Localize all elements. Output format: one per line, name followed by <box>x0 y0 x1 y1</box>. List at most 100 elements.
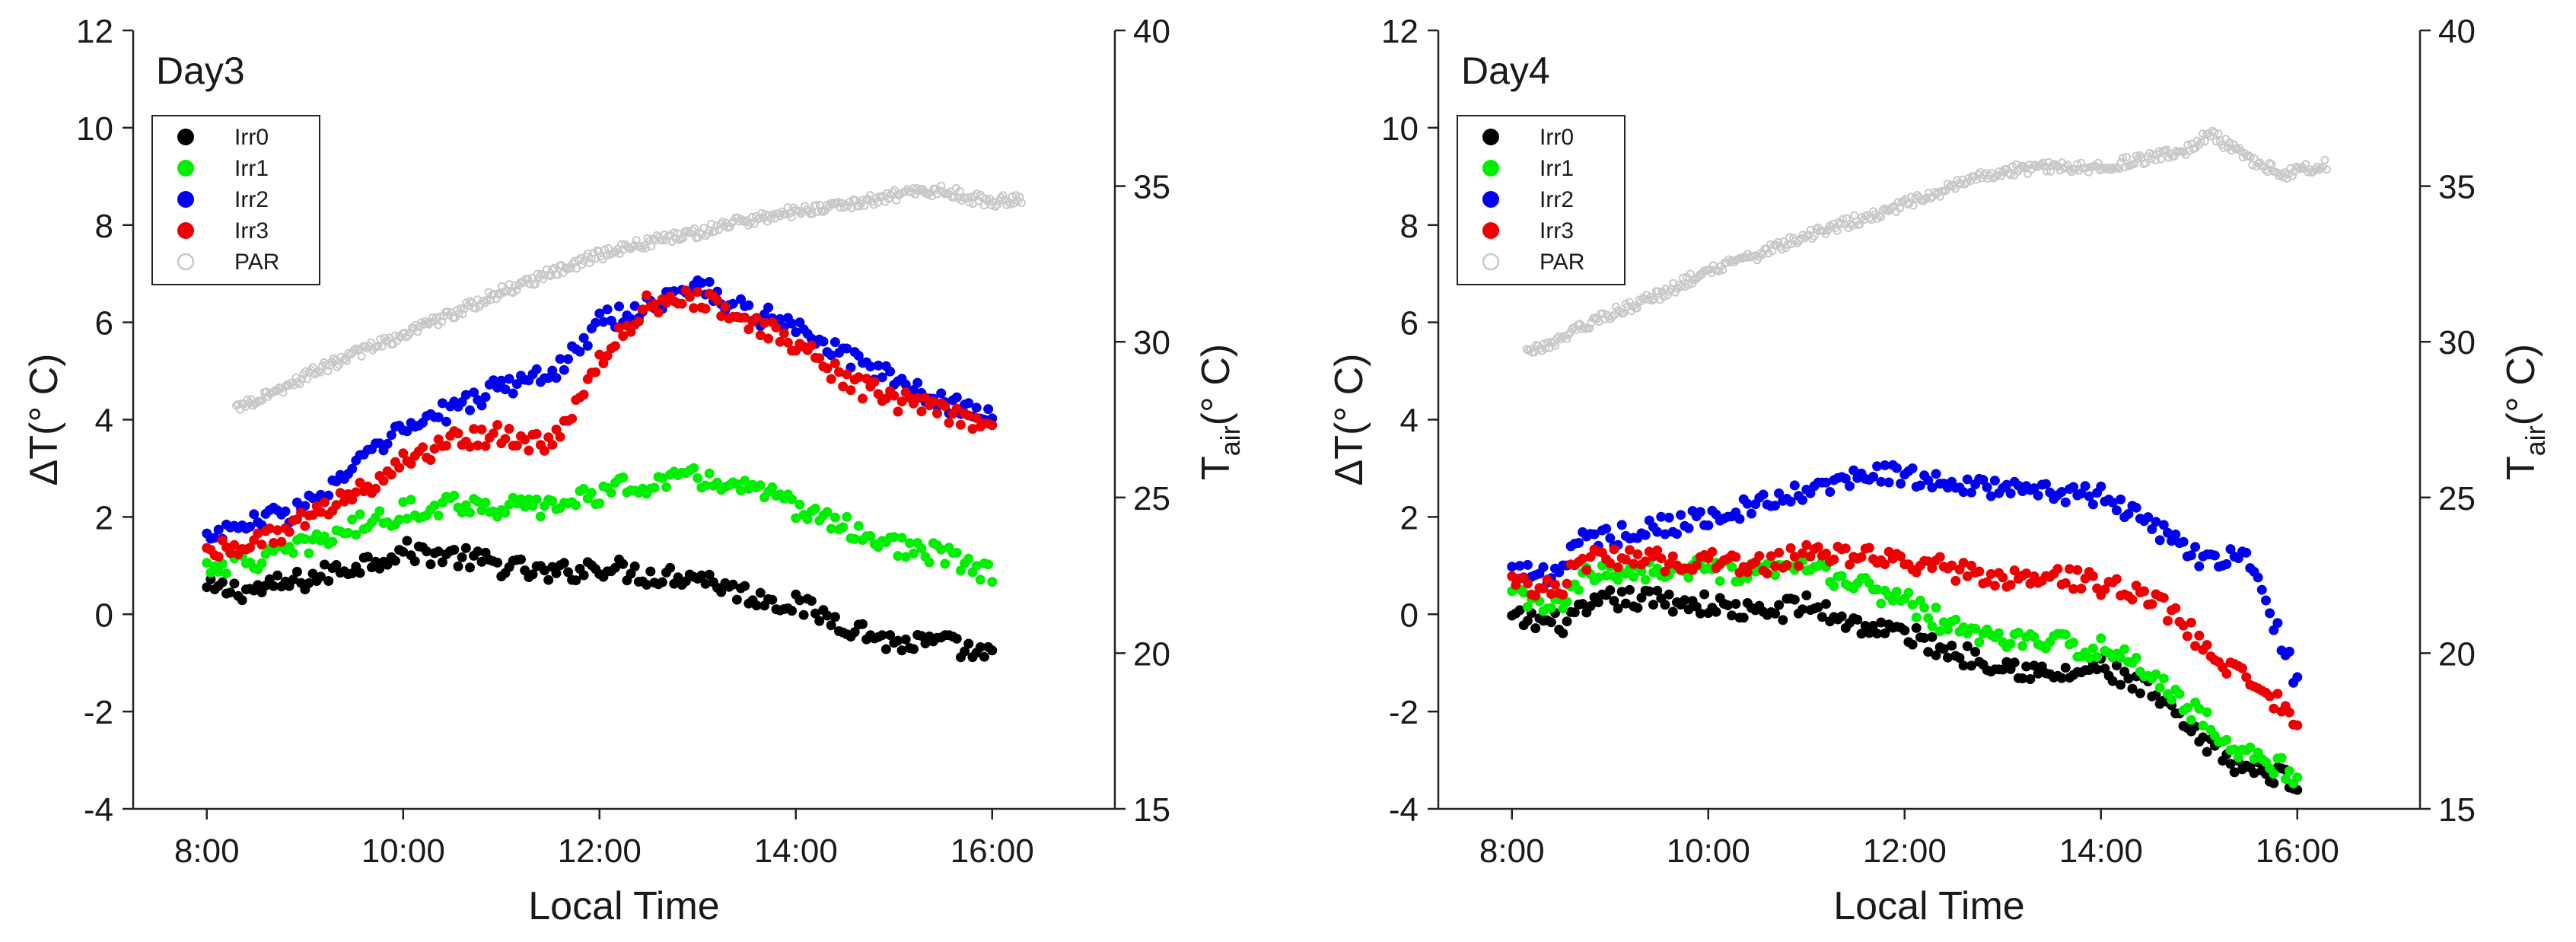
tair-point <box>884 194 893 203</box>
point-irr2 <box>885 366 896 377</box>
tair-point <box>454 309 463 318</box>
tair-point <box>1991 173 2000 182</box>
point-irr1 <box>500 508 511 518</box>
point-irr0 <box>1723 600 1733 610</box>
point-irr1 <box>2096 633 2106 644</box>
point-irr0 <box>618 559 629 569</box>
point-irr0 <box>1789 594 1800 605</box>
y2-tick-label: 40 <box>1133 13 1170 50</box>
point-irr2 <box>551 373 562 383</box>
point-irr2 <box>402 426 412 437</box>
y2-axis-label-main: T <box>1194 456 1238 480</box>
point-irr1 <box>535 511 546 522</box>
point-irr2 <box>1774 488 1785 498</box>
point-irr3 <box>1845 559 1855 570</box>
point-irr3 <box>1766 551 1776 562</box>
point-irr2 <box>818 336 829 347</box>
point-irr0 <box>2092 664 2103 675</box>
point-irr3 <box>1896 551 1906 562</box>
tair-point <box>538 275 547 284</box>
point-irr2 <box>1848 465 1859 476</box>
point-irr2 <box>1574 538 1584 548</box>
point-irr3 <box>225 548 236 559</box>
tair-point <box>1778 245 1786 254</box>
point-irr3 <box>822 363 833 374</box>
point-irr2 <box>382 438 393 449</box>
point-irr0 <box>1770 608 1780 619</box>
point-irr2 <box>1676 510 1686 520</box>
tair-point <box>950 193 959 202</box>
tair-point <box>2019 162 2028 171</box>
point-irr3 <box>2068 584 2079 594</box>
point-irr1 <box>909 549 919 559</box>
point-irr0 <box>814 616 825 626</box>
point-irr0 <box>979 651 989 662</box>
point-irr2 <box>728 298 738 309</box>
point-irr0 <box>963 638 974 649</box>
point-irr3 <box>1801 539 1812 550</box>
point-irr3 <box>880 393 891 404</box>
tair-point <box>2065 165 2074 174</box>
tair-point <box>998 191 1008 200</box>
point-irr1 <box>606 488 616 498</box>
legend-marker-irr0 <box>1482 129 1499 145</box>
tair-point <box>1571 325 1581 334</box>
point-irr3 <box>1546 589 1556 599</box>
point-irr0 <box>563 567 573 578</box>
point-irr0 <box>1558 628 1568 638</box>
point-irr0 <box>900 634 911 644</box>
tair-point <box>2288 171 2297 180</box>
tair-point <box>757 208 766 218</box>
point-irr0 <box>896 645 907 656</box>
tair-point <box>787 212 796 221</box>
point-irr1 <box>1950 614 1961 625</box>
tair-point <box>2295 164 2304 173</box>
point-irr2 <box>1978 475 1989 485</box>
point-irr3 <box>418 442 428 453</box>
point-irr0 <box>2151 690 2161 701</box>
point-irr0 <box>323 576 334 586</box>
point-irr2 <box>2107 497 2118 508</box>
point-irr0 <box>1919 632 1930 643</box>
point-irr3 <box>618 331 629 342</box>
point-irr0 <box>543 574 554 585</box>
point-irr0 <box>1931 650 1941 660</box>
point-irr1 <box>594 498 605 509</box>
tair-point <box>413 327 422 336</box>
point-irr2 <box>582 340 593 351</box>
legend-marker-irr1 <box>177 160 194 177</box>
y-tick-label: -2 <box>1389 694 1419 731</box>
point-irr1 <box>2269 769 2279 779</box>
point-irr1 <box>1872 584 1883 595</box>
point-irr3 <box>1620 554 1631 565</box>
point-irr2 <box>2292 672 2303 683</box>
point-irr0 <box>1911 622 1922 633</box>
point-irr0 <box>1727 610 1737 621</box>
point-irr2 <box>1880 460 1890 470</box>
point-irr2 <box>2170 529 2181 539</box>
point-irr2 <box>1985 491 1996 501</box>
point-irr3 <box>987 420 998 431</box>
point-irr0 <box>409 556 420 567</box>
point-irr1 <box>1522 602 1533 612</box>
point-irr1 <box>460 500 471 511</box>
point-irr1 <box>649 482 660 493</box>
legend-label-irr1: Irr1 <box>234 156 269 181</box>
tair-point <box>1616 307 1625 316</box>
point-irr2 <box>865 361 876 372</box>
point-irr2 <box>2116 494 2126 504</box>
point-irr1 <box>476 505 487 516</box>
point-irr3 <box>893 406 903 417</box>
point-irr3 <box>1605 558 1616 568</box>
point-irr3 <box>591 367 601 377</box>
point-irr0 <box>1970 647 1981 657</box>
point-irr2 <box>1931 469 1941 479</box>
point-irr3 <box>842 369 852 380</box>
point-irr3 <box>1507 571 1517 581</box>
point-irr0 <box>382 559 393 570</box>
tair-point <box>734 217 744 226</box>
point-irr0 <box>2025 674 2036 684</box>
point-irr3 <box>1640 556 1651 567</box>
tair-point <box>431 313 441 322</box>
point-irr3 <box>245 543 255 553</box>
